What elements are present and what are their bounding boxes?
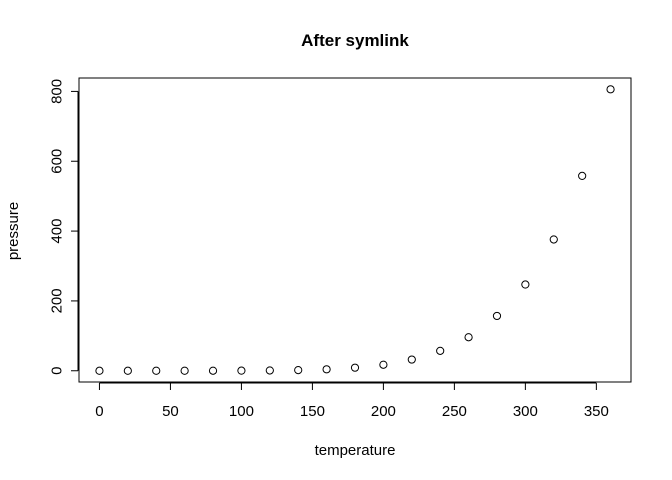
data-point <box>237 366 246 375</box>
data-point <box>436 346 445 355</box>
y-tick-label: 400 <box>49 219 66 244</box>
x-tick-label: 150 <box>300 403 325 420</box>
data-point <box>152 366 161 375</box>
y-axis: 0 200 400 600 800 <box>49 79 79 375</box>
data-points <box>95 85 615 375</box>
x-axis-label: temperature <box>315 442 396 459</box>
data-point <box>294 366 303 375</box>
data-point <box>407 355 416 364</box>
plot-frame <box>78 77 632 383</box>
data-point <box>549 235 558 244</box>
data-point <box>350 363 360 372</box>
data-point <box>578 171 587 181</box>
data-point <box>606 85 615 94</box>
y-tick-label: 800 <box>49 79 66 104</box>
data-point <box>265 366 274 375</box>
y-tick-label: 200 <box>49 288 66 313</box>
x-tick-label: 0 <box>95 403 103 420</box>
data-point <box>208 366 218 375</box>
y-axis-label: pressure <box>5 202 22 260</box>
x-tick-label: 300 <box>513 403 538 420</box>
chart-title: After symlink <box>301 31 409 50</box>
x-tick-label: 350 <box>584 403 609 420</box>
data-point <box>379 360 388 369</box>
x-tick-label: 50 <box>162 403 179 420</box>
x-axis: 0 50 100 150 200 250 300 350 <box>95 382 609 420</box>
x-tick-label: 250 <box>442 403 467 420</box>
data-point <box>464 333 473 342</box>
y-tick-label: 600 <box>49 149 66 174</box>
x-tick-label: 200 <box>371 403 396 420</box>
data-point <box>123 366 132 375</box>
data-point <box>492 311 502 321</box>
y-tick-label: 0 <box>49 367 66 375</box>
data-point <box>180 366 189 375</box>
data-point <box>521 280 530 289</box>
data-point <box>95 366 104 375</box>
x-tick-label: 100 <box>229 403 254 420</box>
data-point <box>322 365 331 374</box>
